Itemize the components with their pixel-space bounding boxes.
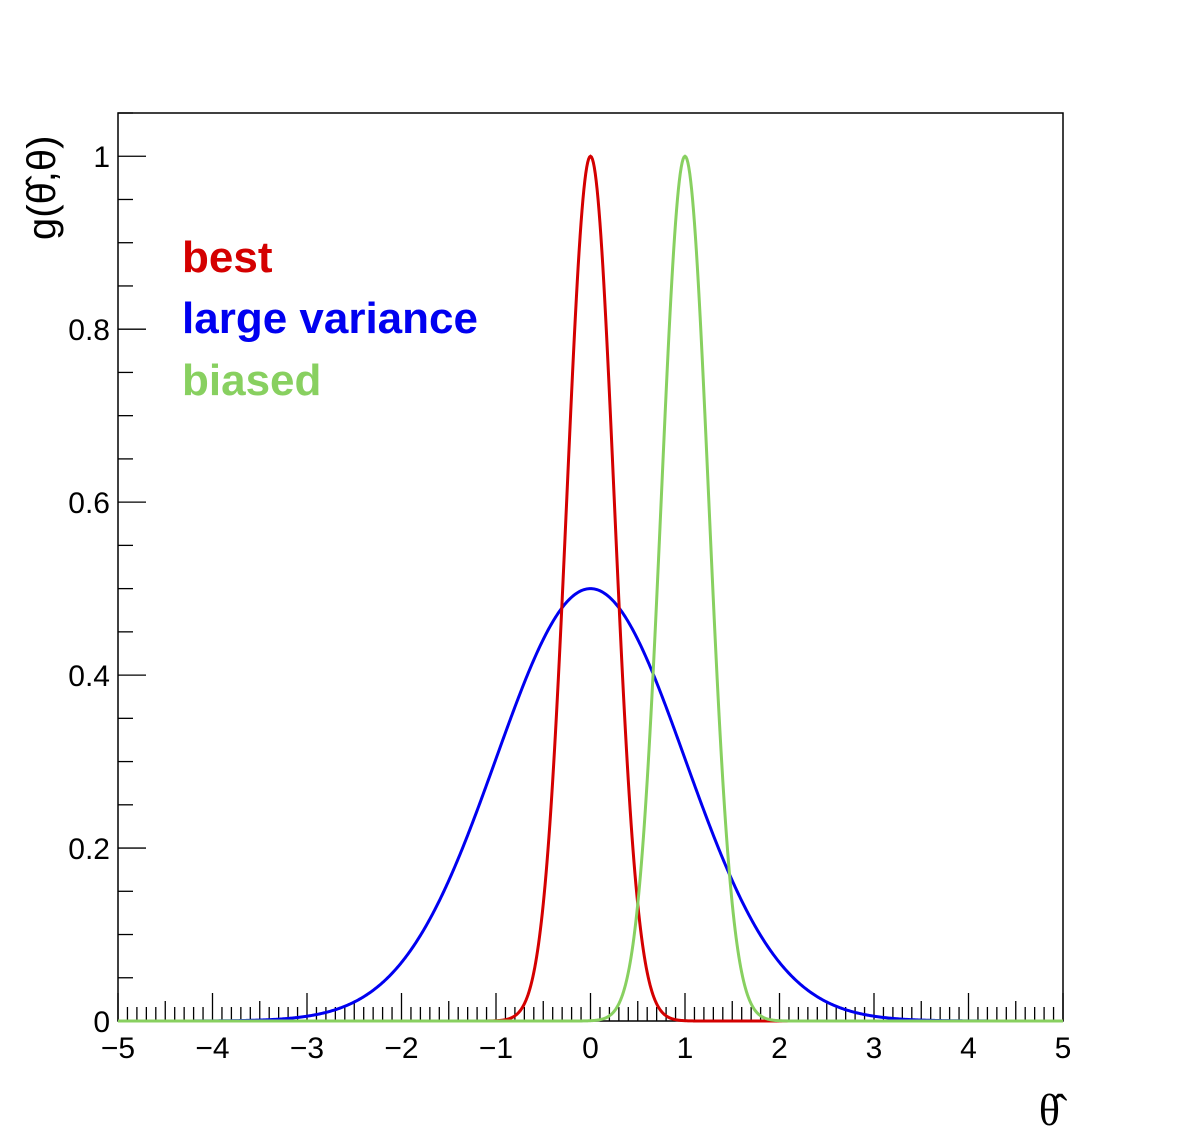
y-tick-label: 0.2 (68, 833, 110, 866)
x-tick-label: −5 (101, 1032, 135, 1065)
x-axis-title: θ̂ (1039, 1086, 1067, 1135)
x-tick-label: −3 (290, 1032, 324, 1065)
x-tick-label: 1 (677, 1032, 694, 1065)
x-tick-label: 4 (960, 1032, 977, 1065)
x-tick-label: 3 (866, 1032, 883, 1065)
series-line-large-variance (118, 587, 1063, 1023)
y-tick-label: 0.8 (68, 314, 110, 347)
x-tick-label: 5 (1055, 1032, 1072, 1065)
legend-entry-large-variance: large variance (182, 294, 478, 343)
x-tick-labels: −5 −4 −3 −2 −1 0 1 2 3 4 5 (101, 1032, 1071, 1065)
legend: best large variance biased (182, 233, 478, 405)
y-tick-label: 0 (93, 1006, 110, 1039)
x-tick-label: −1 (479, 1032, 513, 1065)
series-curves (118, 154, 1063, 1023)
x-tick-label: 0 (582, 1032, 599, 1065)
series-line-biased (118, 154, 1063, 1023)
legend-entry-biased: biased (182, 356, 321, 405)
x-tick-label: −4 (195, 1032, 229, 1065)
y-tick-labels: 0 0.2 0.4 0.6 0.8 1 (68, 141, 110, 1039)
y-axis-title: g(θ̂,θ) (20, 136, 64, 241)
legend-entry-best: best (182, 233, 273, 282)
y-tick-label: 0.6 (68, 487, 110, 520)
y-tick-label: 1 (93, 141, 110, 174)
y-tick-label: 0.4 (68, 660, 110, 693)
x-tick-label: −2 (384, 1032, 418, 1065)
x-tick-label: 2 (771, 1032, 788, 1065)
